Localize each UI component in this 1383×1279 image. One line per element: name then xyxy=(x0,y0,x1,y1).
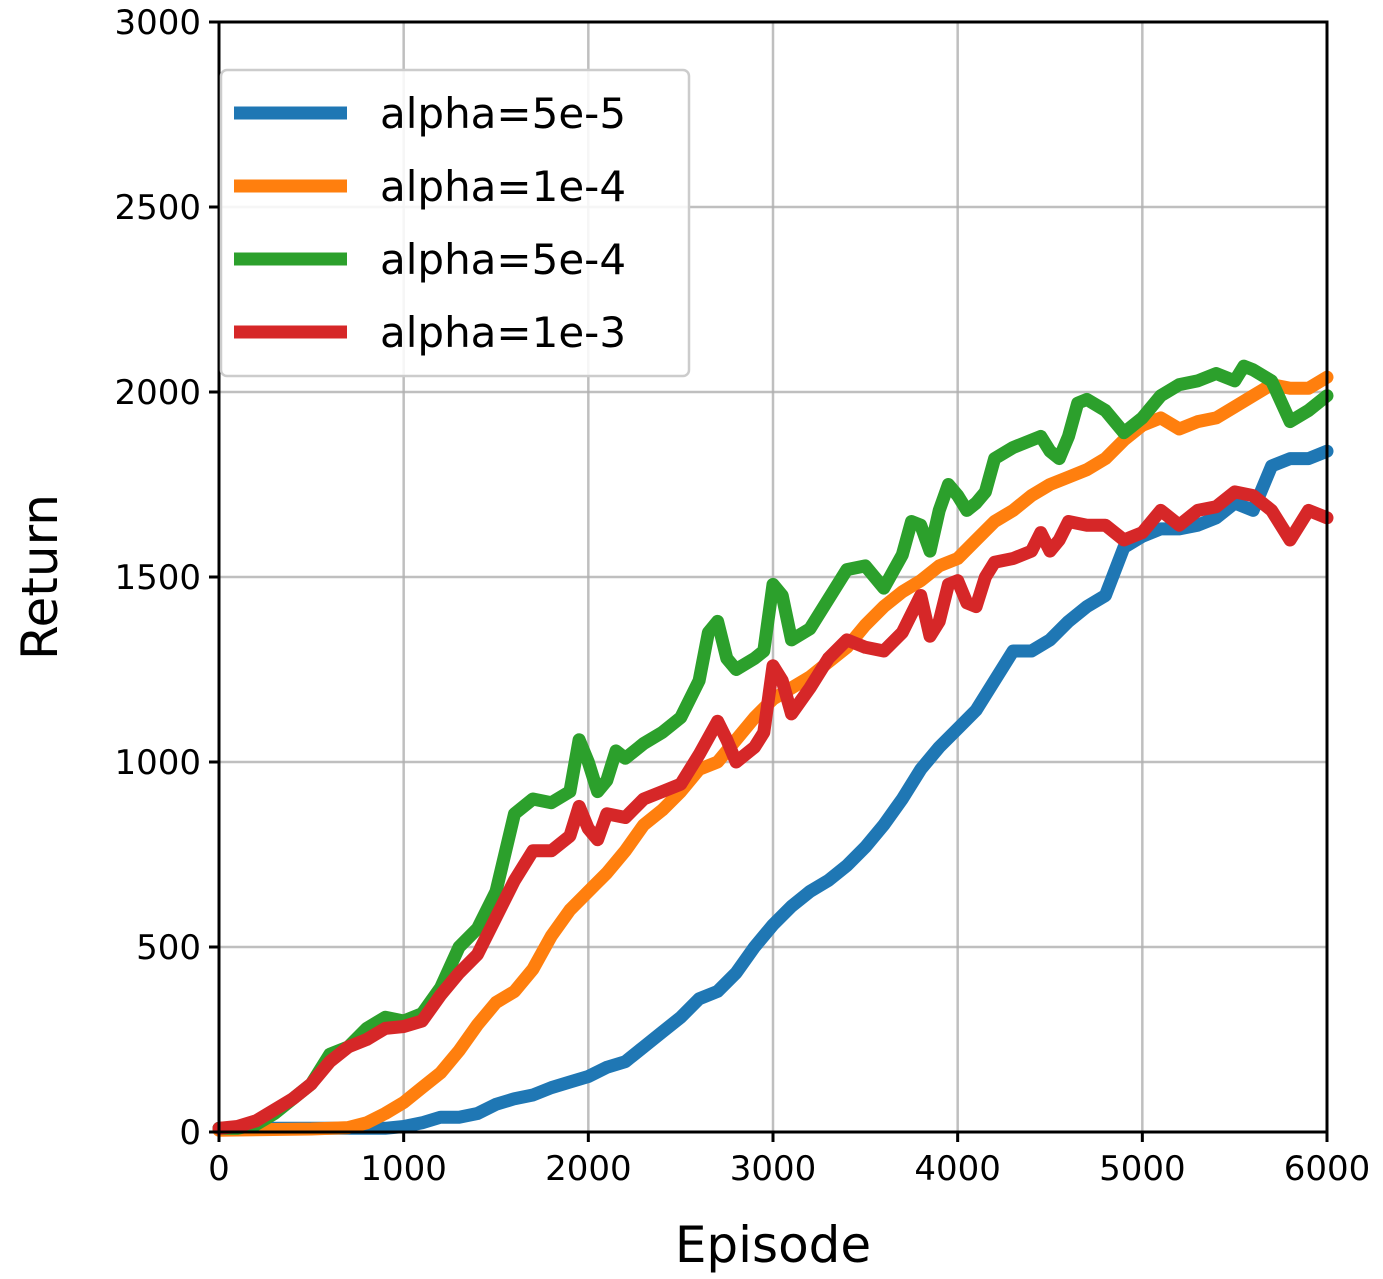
y-axis-title: Return xyxy=(11,494,69,660)
y-tick-label: 0 xyxy=(179,1113,201,1153)
y-tick-label: 2000 xyxy=(114,373,201,413)
series-line-3 xyxy=(212,359,1334,1135)
legend-box xyxy=(219,68,691,378)
y-tick-label: 1500 xyxy=(114,558,201,598)
y-tick-label: 3000 xyxy=(114,3,201,43)
x-axis-title: Episode xyxy=(675,1216,871,1274)
legend-label-3: alpha=5e-4 xyxy=(380,235,626,284)
x-tick-label: 5000 xyxy=(1099,1149,1186,1189)
legend-label-4: alpha=1e-3 xyxy=(380,308,626,357)
x-tick-label: 3000 xyxy=(730,1149,817,1189)
x-tick-label: 6000 xyxy=(1284,1149,1371,1189)
x-axis-tick-labels: 0 1000 2000 3000 4000 5000 6000 xyxy=(208,1149,1370,1189)
y-tick-label: 2500 xyxy=(114,188,201,228)
legend-label-2: alpha=1e-4 xyxy=(380,162,626,211)
series-line-4 xyxy=(212,485,1334,1135)
series-line-1 xyxy=(212,444,1334,1135)
legend-label-1: alpha=5e-5 xyxy=(380,89,626,138)
plot-series xyxy=(212,359,1334,1137)
y-axis-tick-labels: 0 500 1000 1500 2000 2500 3000 xyxy=(114,3,201,1153)
y-tick-label: 500 xyxy=(136,928,201,968)
x-tick-label: 1000 xyxy=(360,1149,447,1189)
axis-ticks xyxy=(209,20,1329,1142)
x-tick-label: 2000 xyxy=(545,1149,632,1189)
x-tick-label: 0 xyxy=(208,1149,230,1189)
y-tick-label: 1000 xyxy=(114,743,201,783)
legend: alpha=5e-5 alpha=1e-4 alpha=5e-4 alpha=1e-3 xyxy=(219,68,691,378)
x-tick-label: 4000 xyxy=(914,1149,1001,1189)
